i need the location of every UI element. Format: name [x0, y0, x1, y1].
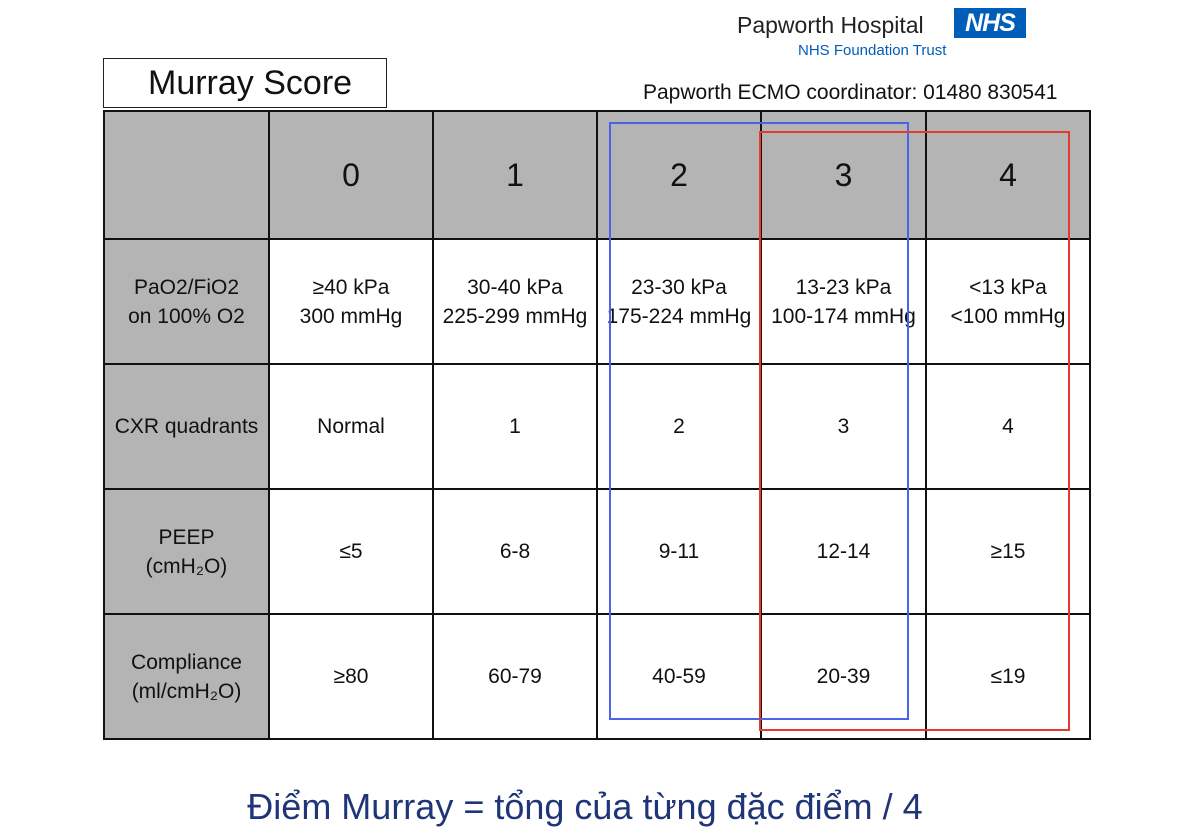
table-row: CXR quadrants Normal 1 2 3 4	[103, 363, 1091, 490]
coordinator-contact: Papworth ECMO coordinator: 01480 830541	[643, 81, 1058, 104]
table-cell: 4	[925, 363, 1091, 490]
table-cell: 20-39	[760, 613, 927, 740]
row-label: Compliance (ml/cmH₂O)	[103, 613, 270, 740]
table-cell: 30-40 kPa 225-299 mmHg	[432, 238, 598, 365]
table-cell: 2	[596, 363, 762, 490]
column-header: 1	[432, 110, 598, 240]
column-header: 4	[925, 110, 1091, 240]
table-row: Compliance (ml/cmH₂O) ≥80 60-79 40-59 20…	[103, 613, 1091, 740]
table-cell: 13-23 kPa 100-174 mmHg	[760, 238, 927, 365]
table-cell: 6-8	[432, 488, 598, 615]
column-header: 3	[760, 110, 927, 240]
trust-name: NHS Foundation Trust	[798, 42, 947, 59]
column-header: 2	[596, 110, 762, 240]
row-label: PEEP (cmH₂O)	[103, 488, 270, 615]
table-cell: ≤19	[925, 613, 1091, 740]
table-row: PEEP (cmH₂O) ≤5 6-8 9-11 12-14 ≥15	[103, 488, 1091, 615]
table-cell: <13 kPa <100 mmHg	[925, 238, 1091, 365]
column-header: 0	[268, 110, 434, 240]
table-cell: 60-79	[432, 613, 598, 740]
page-title: Murray Score	[103, 58, 387, 108]
table-cell: 1	[432, 363, 598, 490]
row-label: PaO2/FiO2 on 100% O2	[103, 238, 270, 365]
table-row: PaO2/FiO2 on 100% O2 ≥40 kPa 300 mmHg 30-…	[103, 238, 1091, 365]
table-header-row: 0 1 2 3 4	[103, 110, 1091, 240]
table-cell: Normal	[268, 363, 434, 490]
murray-score-table: 0 1 2 3 4 PaO2/FiO2 on 100% O2 ≥40 kPa 30…	[103, 110, 1091, 740]
corner-cell	[103, 110, 270, 240]
table-cell: ≥80	[268, 613, 434, 740]
table-cell: 40-59	[596, 613, 762, 740]
table-cell: 23-30 kPa 175-224 mmHg	[596, 238, 762, 365]
table-cell: 9-11	[596, 488, 762, 615]
hospital-name: Papworth Hospital	[737, 12, 924, 38]
table-cell: 12-14	[760, 488, 927, 615]
row-label: CXR quadrants	[103, 363, 270, 490]
murray-formula: Điểm Murray = tổng của từng đặc điểm / 4	[247, 786, 923, 827]
table-cell: 3	[760, 363, 927, 490]
table-cell: ≤5	[268, 488, 434, 615]
table-cell: ≥40 kPa 300 mmHg	[268, 238, 434, 365]
nhs-logo: NHS	[954, 8, 1026, 38]
table-cell: ≥15	[925, 488, 1091, 615]
